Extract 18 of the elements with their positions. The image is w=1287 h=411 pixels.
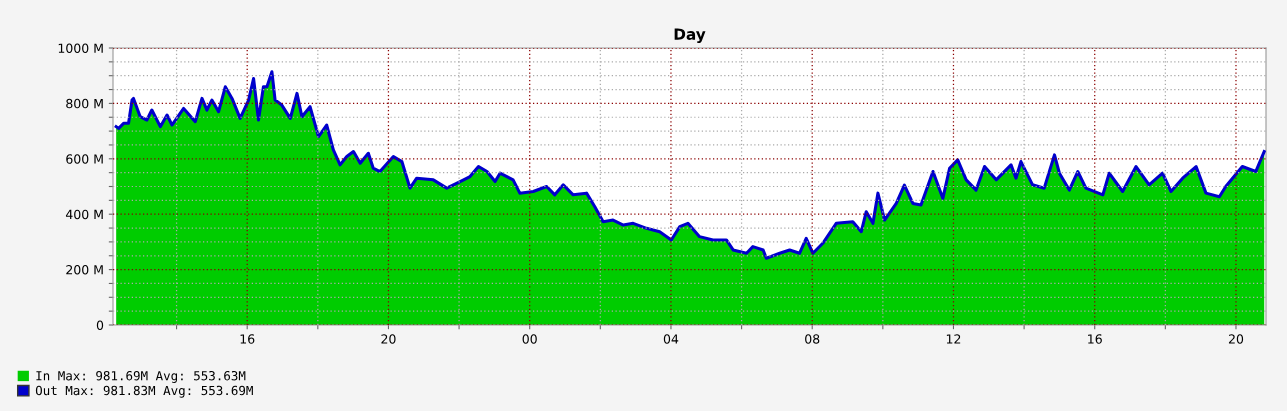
y-tick-label: 1000 M (58, 43, 103, 53)
x-tick-label: 16 (1088, 334, 1102, 344)
chart-title: Day (674, 28, 706, 43)
x-tick-label: 08 (805, 334, 820, 344)
x-tick-label: 12 (946, 334, 961, 344)
x-tick-label: 00 (522, 334, 537, 344)
y-tick-label: 400 M (65, 209, 103, 220)
line-series (114, 70, 1266, 260)
y-tick-label: 0 (96, 320, 104, 330)
legend-label: In Max: 981.69M Avg: 553.63M (36, 370, 246, 383)
y-tick-label: 600 M (66, 154, 103, 164)
x-tick-label: 20 (1228, 334, 1244, 344)
y-tick-label: 800 M (66, 98, 103, 109)
y-tick-label: 200 M (66, 265, 103, 275)
x-tick-label: 04 (663, 334, 679, 344)
x-tick-label: 20 (381, 334, 396, 344)
x-tick-label: 16 (240, 334, 255, 344)
legend-label: Out Max: 981.83M Avg: 553.69M (35, 385, 253, 398)
